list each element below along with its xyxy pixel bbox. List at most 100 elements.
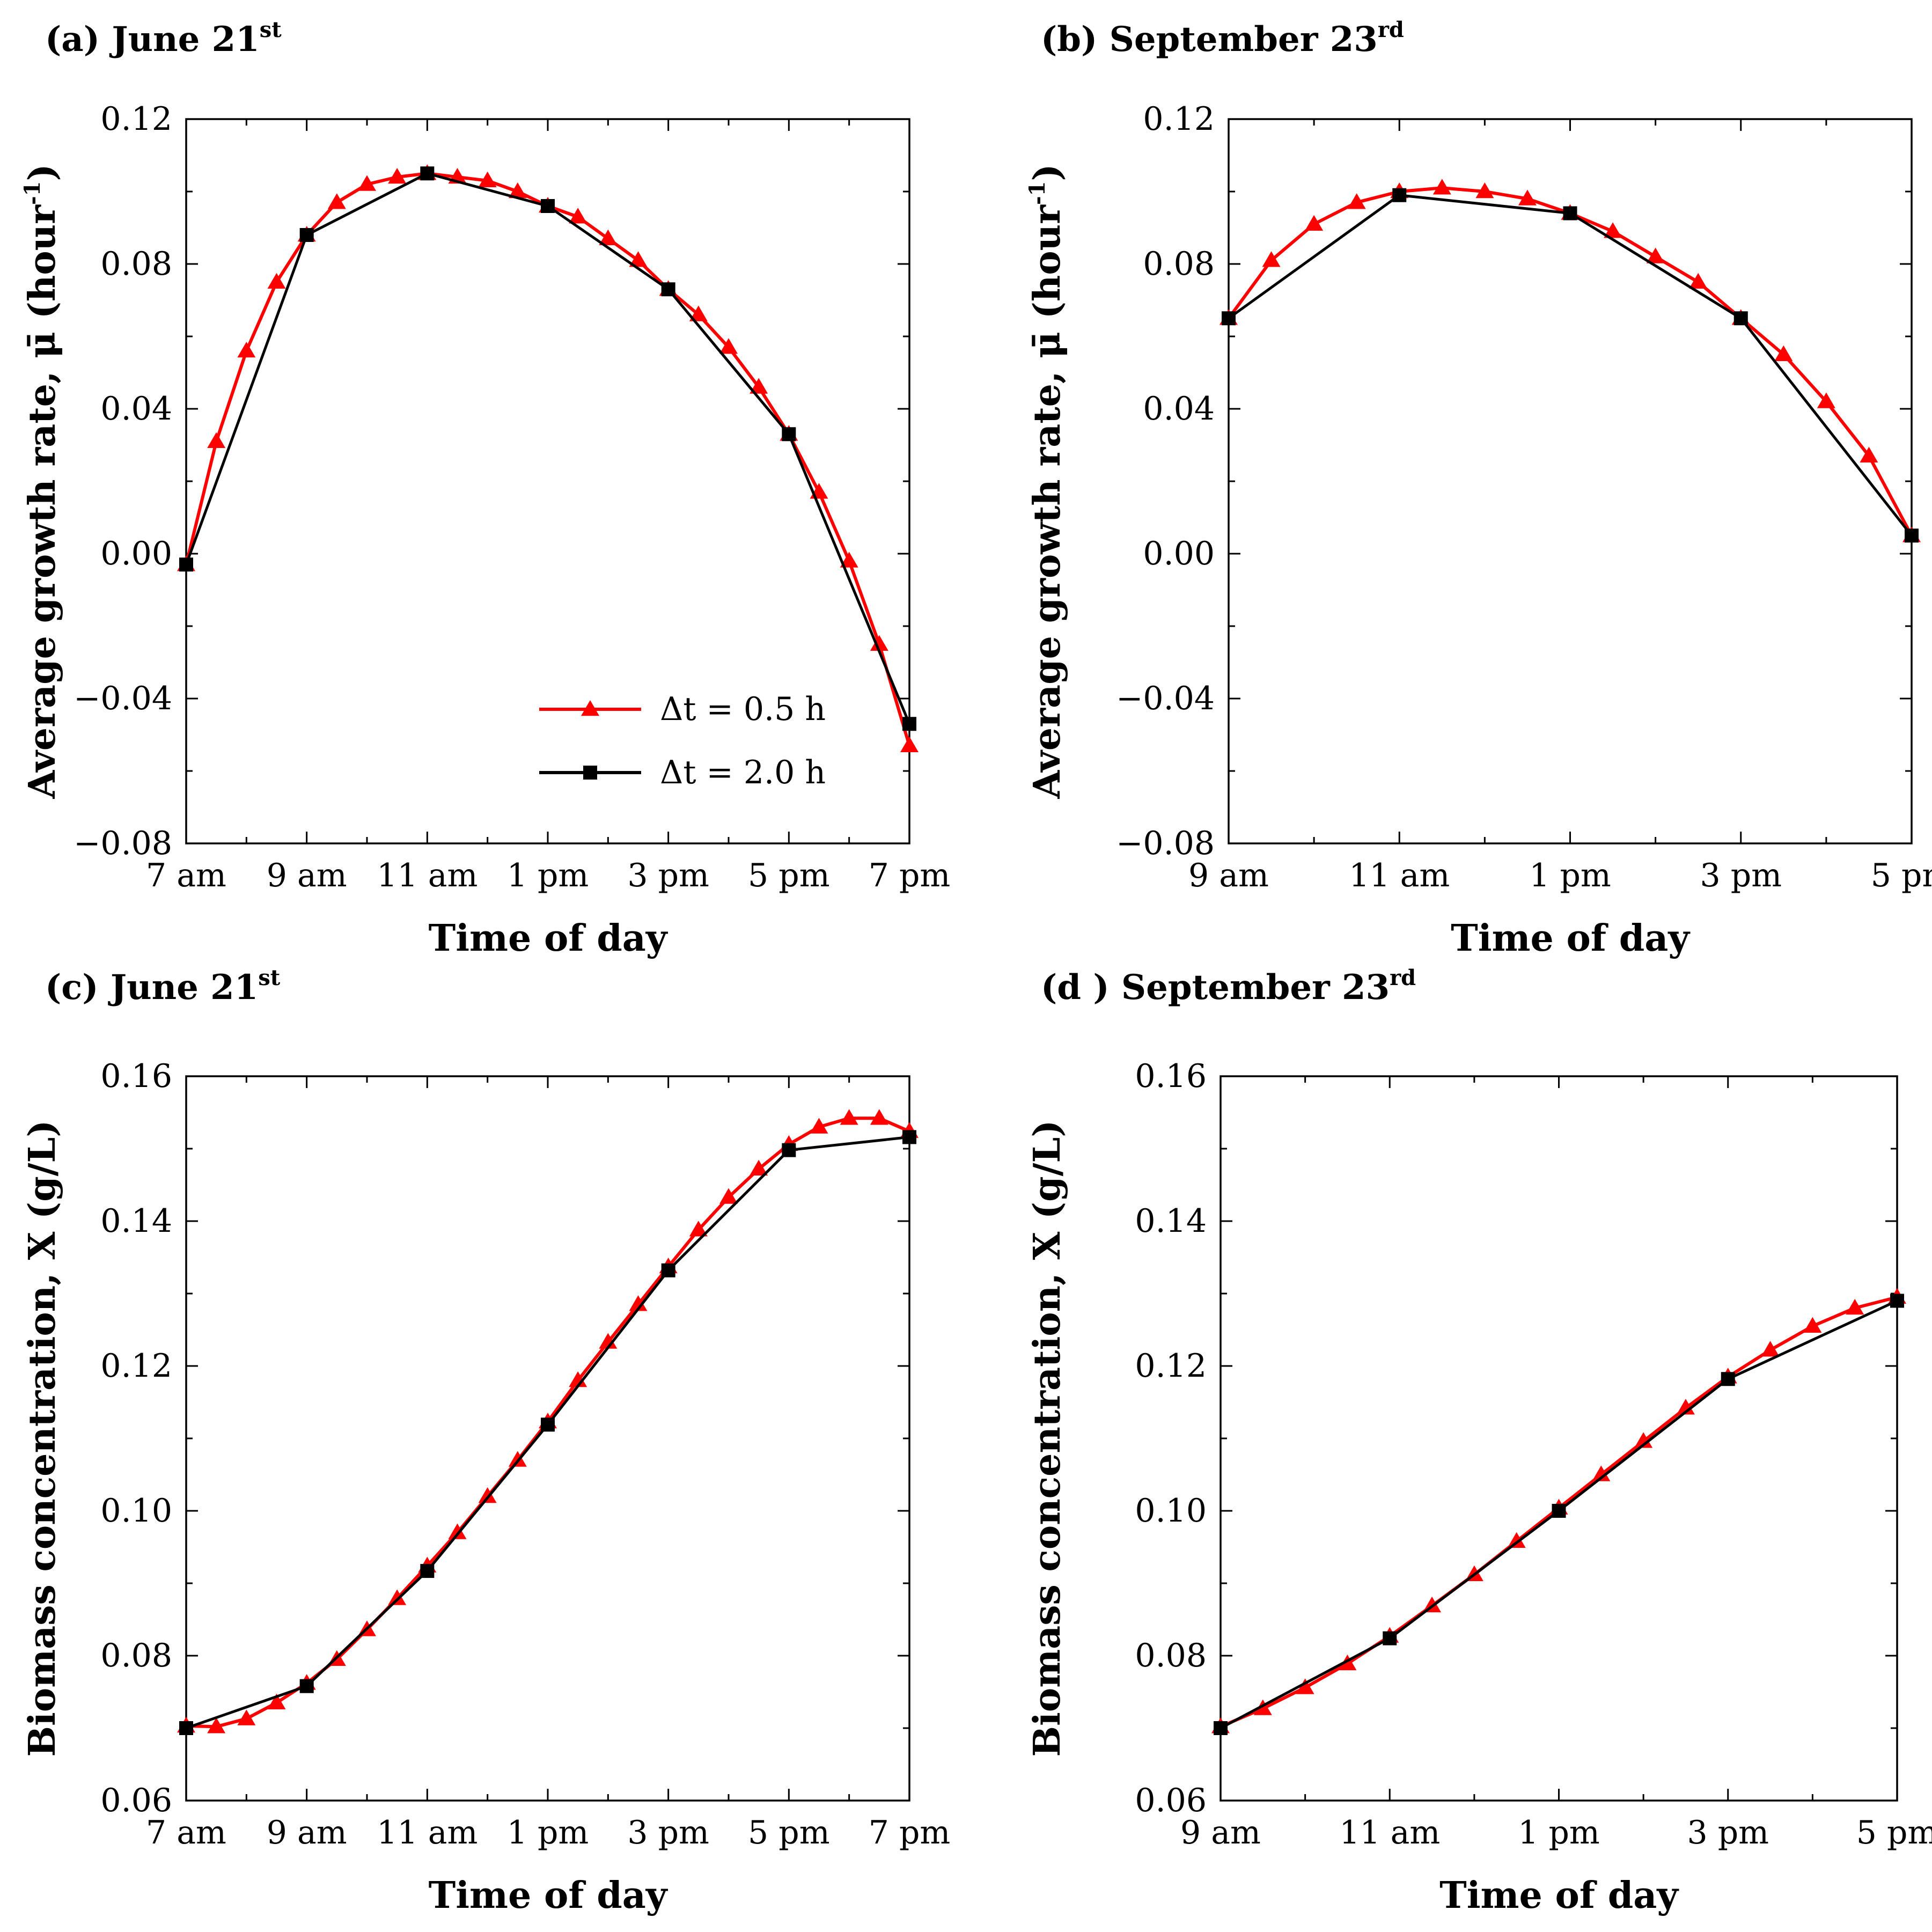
panel-b-series-0-point	[1475, 182, 1494, 199]
panel-a-series-0-point	[900, 736, 919, 752]
panel-c-y-axis-title-text: Biomass concentration, X (g/L)	[21, 1120, 64, 1757]
panel-c-series-0-point	[629, 1295, 648, 1311]
panel-a-series-0-point	[599, 229, 618, 245]
panel-d-series-1-point	[1552, 1504, 1566, 1518]
panel-a-y-axis-title-tail: )	[21, 164, 64, 181]
panel-c-series-1-line	[186, 1135, 910, 1730]
panel-a-series-1	[179, 166, 916, 731]
panel-c-xtick-label: 5 pm	[748, 1814, 830, 1852]
panel-d-xtick-label: 5 pm	[1856, 1814, 1932, 1852]
panel-c-ytick-label: 0.08	[100, 1637, 172, 1674]
panel-b-ytick-label: 0.12	[1143, 100, 1215, 138]
panel-d-series-0-point	[1846, 1299, 1864, 1315]
panel-d-series-0-point	[1507, 1532, 1526, 1548]
panel-c-series-0-point	[388, 1589, 407, 1605]
panel-a: (a) June 21st 7 am 9 am 11 am 1 pm 3 pm 5 pm 7 …	[20, 17, 950, 960]
panel-c-series-1	[179, 1130, 916, 1735]
panel-c-xtick-label: 3 pm	[627, 1814, 709, 1852]
panel-a-series-0-line	[185, 172, 911, 746]
panel-c-xtick-label: 11 am	[377, 1814, 478, 1852]
panel-b-y-axis-title: Average growth rate, μ̄ (hour-1)	[1025, 164, 1069, 799]
panel-c-xtick-label: 1 pm	[507, 1814, 589, 1852]
panel-c-ytick-label: 0.16	[100, 1057, 172, 1095]
panel-c-series-0-point	[840, 1109, 858, 1125]
panel-b-series-0-point	[1689, 273, 1708, 289]
panel-a-xtick-label: 5 pm	[748, 857, 830, 894]
panel-d-series-1-point	[1890, 1294, 1904, 1308]
panel-a-ytick-label: 0.04	[100, 390, 172, 428]
panel-a-series-0-point	[267, 273, 286, 289]
panel-a-ytick-label: −0.04	[74, 680, 172, 717]
panel-b-series-0	[1220, 179, 1921, 542]
panel-a-series-0-point	[358, 175, 376, 191]
panel-b-frame	[1228, 118, 1913, 844]
panel-b-series-0-point	[1262, 251, 1281, 267]
panel-c-series-1-point	[661, 1263, 675, 1277]
panel-c-series-0-point	[207, 1717, 226, 1733]
panel-a-title: (a) June 21st	[45, 17, 282, 60]
panel-a-series-0-point	[719, 338, 738, 354]
panel-d-series-0-point	[1592, 1465, 1611, 1481]
panel-a-title-text: (a) June 21	[45, 19, 260, 60]
panel-c-xtick-label: 7 pm	[869, 1814, 951, 1852]
panel-b-y-axis-title-sup: -1	[1025, 181, 1050, 205]
panel-d-y-axis-title-text: Biomass concentration, X (g/L)	[1026, 1120, 1069, 1757]
panel-a-legend-marker-0	[581, 700, 599, 716]
panel-c-series-0-point	[478, 1487, 497, 1503]
panel-c-series-0-point	[267, 1693, 286, 1709]
panel-a-series-0-point	[237, 342, 256, 358]
panel-a-ytick-label: 0.00	[100, 535, 172, 572]
panel-d-y-axis-title: Biomass concentration, X (g/L)	[1026, 1120, 1069, 1757]
panel-c-series-0-point	[508, 1451, 527, 1467]
panel-a-series-0-point	[327, 193, 346, 209]
panel-a-series-1-point	[541, 199, 555, 213]
panel-b-series-1-point	[1563, 206, 1577, 221]
panel-c-series-1-point	[420, 1564, 435, 1578]
panel-a-series-0-point	[750, 378, 768, 394]
panel-c-series-0-point	[448, 1523, 467, 1539]
panel-c-series-1-point	[299, 1679, 314, 1693]
panel-b-series-1-point	[1222, 311, 1236, 326]
panel-a-xtick-label: 11 am	[377, 857, 478, 894]
panel-c-series-0-point	[689, 1221, 708, 1237]
panel-d-title-text: (d ) September 23	[1041, 967, 1390, 1008]
panel-b-series-0-point	[1604, 222, 1622, 238]
panel-b-series-1	[1222, 188, 1919, 543]
panel-d-series-0-point	[1296, 1678, 1314, 1694]
panel-c-x-axis-title: Time of day	[429, 1874, 669, 1917]
panel-b-ytick-label: 0.00	[1143, 535, 1215, 572]
panel-a-series-0-point	[629, 251, 648, 267]
panel-d-xtick-label: 1 pm	[1518, 1814, 1600, 1852]
panel-b-series-1-point	[1905, 528, 1919, 543]
panel-b-title-sup: rd	[1378, 17, 1404, 42]
panel-a-series-1-point	[299, 228, 314, 242]
panel-b-series-0-point	[1646, 247, 1665, 263]
panel-c-series-1-point	[541, 1417, 555, 1432]
panel-d-xtick-label: 3 pm	[1687, 1814, 1769, 1852]
panel-c-title-sup: st	[258, 965, 281, 990]
panel-a-xtick-label: 7 am	[146, 857, 226, 894]
panel-b-y-axis-title-tail: )	[1026, 164, 1069, 181]
panel-b-ytick-label: −0.08	[1116, 825, 1215, 862]
panel-a-frame	[185, 118, 910, 844]
panel-a-series-0-point	[569, 208, 587, 224]
panel-b-series-1-point	[1392, 188, 1407, 202]
panel-b-series-0-point	[1817, 392, 1835, 408]
panel-b-series-0-point	[1860, 446, 1878, 462]
panel-a-series-1-point	[782, 427, 796, 442]
panel-b-ytick-label: 0.04	[1143, 390, 1215, 428]
panel-c-series-0-point	[719, 1188, 738, 1204]
panel-b-ytick-label: −0.04	[1116, 680, 1215, 717]
panel-a-xtick-label: 9 am	[267, 857, 347, 894]
panel-b-series-0-point	[1305, 215, 1324, 231]
panel-d-series-0-point	[1634, 1432, 1653, 1448]
panel-b-series-1-point	[1733, 311, 1748, 326]
panel-b-series-0-point	[1518, 189, 1537, 205]
panel-b-series-0-point	[1774, 345, 1793, 361]
panel-a-series-0-point	[207, 432, 226, 448]
panel-a-series-1-point	[661, 282, 675, 297]
panel-d-frame	[1220, 1075, 1898, 1802]
panel-c-y-axis-title: Biomass concentration, X (g/L)	[21, 1120, 64, 1757]
panel-c-series-1-point	[782, 1143, 796, 1157]
panel-a-series-0-point	[840, 552, 858, 568]
